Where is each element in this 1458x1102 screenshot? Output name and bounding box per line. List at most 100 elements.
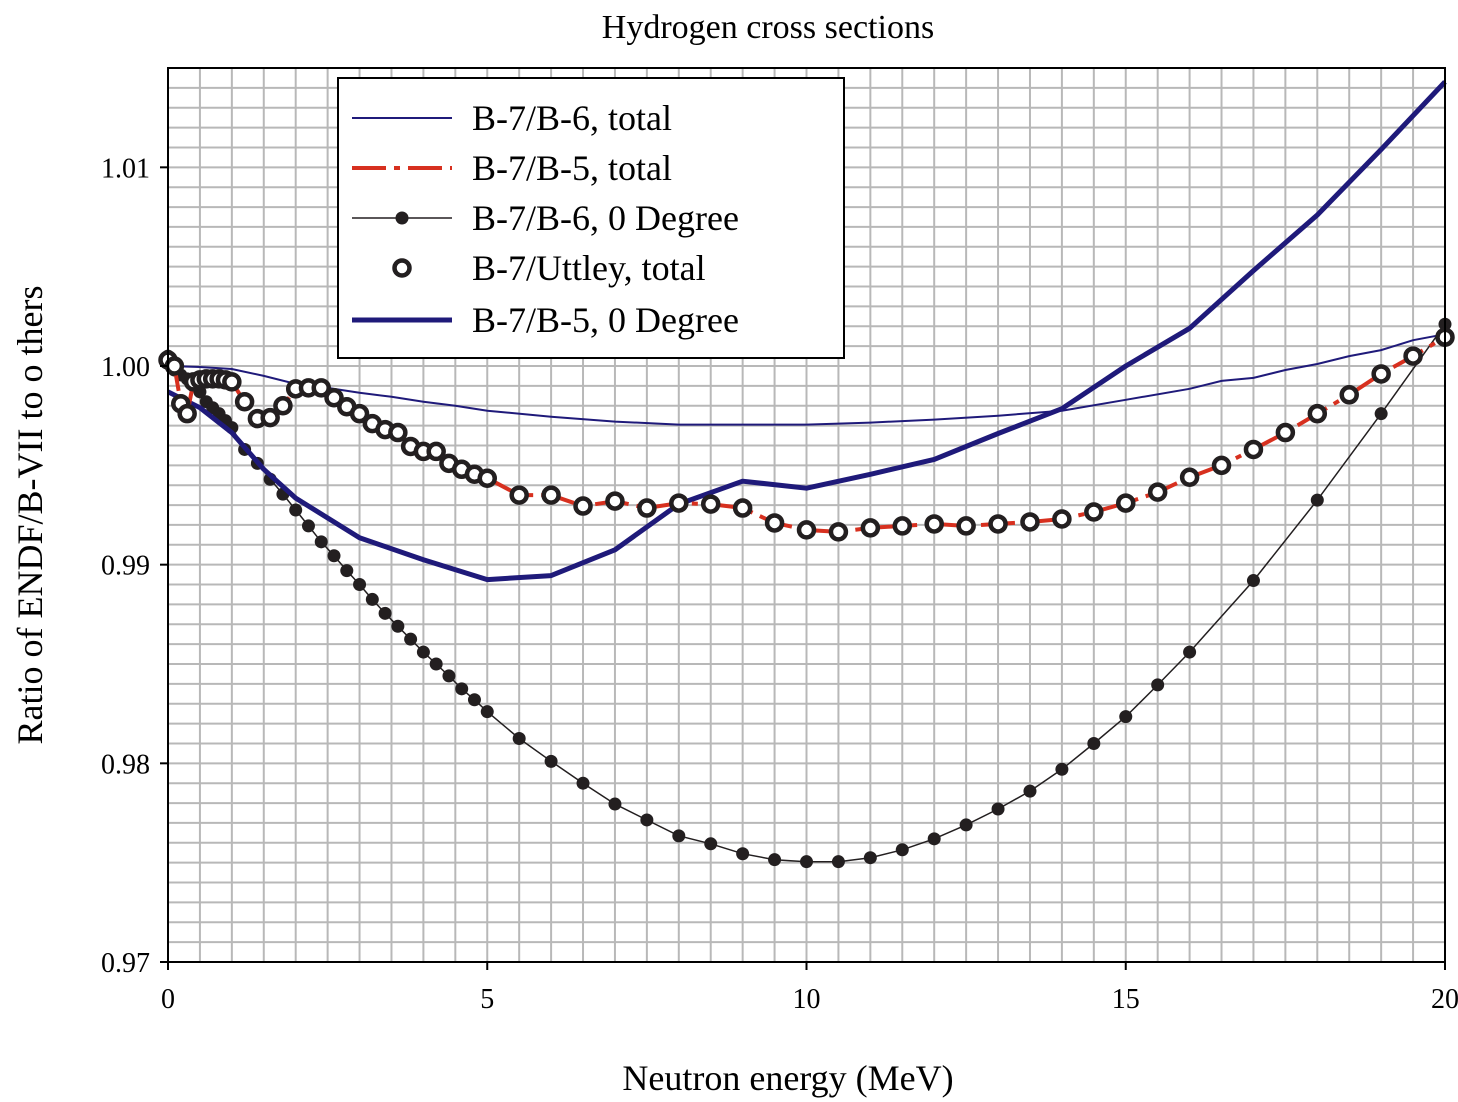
data-point xyxy=(991,802,1005,816)
data-point xyxy=(426,441,446,462)
data-point xyxy=(863,851,877,865)
data-point xyxy=(324,388,344,408)
data-point xyxy=(1183,645,1197,659)
legend-marker xyxy=(395,211,409,225)
legend-label: B-7/Uttley, total xyxy=(472,248,706,288)
data-point xyxy=(669,493,689,513)
data-point xyxy=(1246,574,1260,588)
series-line xyxy=(166,80,1447,583)
data-point xyxy=(164,356,185,376)
data-point xyxy=(988,514,1008,534)
data-point xyxy=(177,403,197,424)
data-point xyxy=(541,485,561,505)
data-point xyxy=(1403,346,1423,366)
legend: B-7/B-6, total B-7/B-5, total B-7/B-6, 0 D… xyxy=(337,77,845,359)
data-point xyxy=(477,468,497,488)
data-point xyxy=(831,855,845,869)
data-point xyxy=(512,732,526,745)
data-point xyxy=(892,516,913,536)
data-point xyxy=(1211,455,1232,476)
legend-label: B-7/B-6, 0 Degree xyxy=(472,198,739,238)
y-tick-label: 1.00 xyxy=(101,352,150,383)
data-point xyxy=(365,592,379,606)
data-point xyxy=(768,853,782,867)
data-point xyxy=(700,494,721,514)
data-point xyxy=(796,520,817,540)
plot-area xyxy=(158,80,1455,869)
data-point xyxy=(1119,710,1133,724)
data-point xyxy=(1023,784,1037,798)
data-point xyxy=(442,669,456,683)
data-point xyxy=(388,422,408,443)
data-point xyxy=(637,498,657,518)
x-axis-label: Neutron energy (MeV) xyxy=(622,1058,953,1098)
data-point xyxy=(1310,493,1324,507)
legend-item: B-7/B-5, total xyxy=(352,148,672,188)
legend-label: B-7/B-6, total xyxy=(472,98,672,138)
data-point xyxy=(800,855,813,869)
data-point xyxy=(260,407,280,428)
data-point xyxy=(895,843,909,857)
data-point xyxy=(828,522,849,542)
legend-item: B-7/B-5, 0 Degree xyxy=(352,300,739,340)
data-point xyxy=(314,535,328,549)
data-point xyxy=(311,378,331,398)
y-tick-label: 0.97 xyxy=(101,948,150,979)
data-point xyxy=(404,632,418,646)
data-point xyxy=(860,518,881,538)
legend-item: B-7/B-6, 0 Degree xyxy=(352,198,739,238)
data-point xyxy=(1020,512,1040,532)
data-point xyxy=(1052,509,1072,529)
axis-ticks: 0 5 10 15 20 0.97 0.98 0.99 1.00 1.01 xyxy=(101,153,1458,1015)
chart-title: Hydrogen cross sections xyxy=(602,9,934,46)
y-axis-label: Ratio of ENDF/B-VII to o thers xyxy=(10,286,50,745)
legend-label: B-7/B-5, total xyxy=(472,148,672,188)
data-point xyxy=(640,813,654,827)
data-point xyxy=(959,818,973,832)
series-3 xyxy=(158,327,1455,542)
x-tick-label: 5 xyxy=(480,984,494,1015)
data-point xyxy=(480,705,494,719)
data-point xyxy=(736,847,750,861)
x-tick-label: 20 xyxy=(1431,984,1458,1015)
data-point xyxy=(704,837,718,851)
data-point xyxy=(467,693,481,707)
data-point xyxy=(327,549,341,563)
data-point xyxy=(416,645,430,659)
series-4 xyxy=(166,80,1447,583)
data-point xyxy=(956,516,976,536)
data-point xyxy=(544,754,558,768)
data-point xyxy=(1151,678,1165,692)
data-point xyxy=(455,682,469,696)
data-point xyxy=(732,498,753,518)
data-point xyxy=(509,485,529,505)
data-point xyxy=(1147,482,1168,502)
legend-item: B-7/B-6, total xyxy=(352,98,672,138)
data-point xyxy=(1084,502,1104,522)
data-point xyxy=(764,513,785,533)
data-point xyxy=(1087,736,1101,750)
data-point xyxy=(353,578,367,592)
data-point xyxy=(429,657,443,671)
data-point xyxy=(927,832,941,846)
data-point xyxy=(1371,364,1391,384)
data-point xyxy=(605,491,625,511)
y-tick-label: 0.99 xyxy=(101,551,150,582)
data-point xyxy=(924,514,944,534)
data-point xyxy=(378,606,392,620)
data-point xyxy=(1055,762,1069,776)
x-tick-label: 15 xyxy=(1112,984,1140,1015)
data-point xyxy=(289,503,303,517)
data-point xyxy=(301,519,315,533)
data-point xyxy=(1275,422,1296,443)
data-point xyxy=(273,395,293,416)
y-tick-label: 0.98 xyxy=(101,749,150,780)
data-point xyxy=(1116,493,1136,513)
data-point xyxy=(672,829,686,843)
x-tick-label: 10 xyxy=(793,984,821,1015)
data-point xyxy=(1339,385,1359,405)
legend-label: B-7/B-5, 0 Degree xyxy=(472,300,739,340)
legend-marker xyxy=(392,258,412,278)
data-point xyxy=(1243,439,1264,460)
